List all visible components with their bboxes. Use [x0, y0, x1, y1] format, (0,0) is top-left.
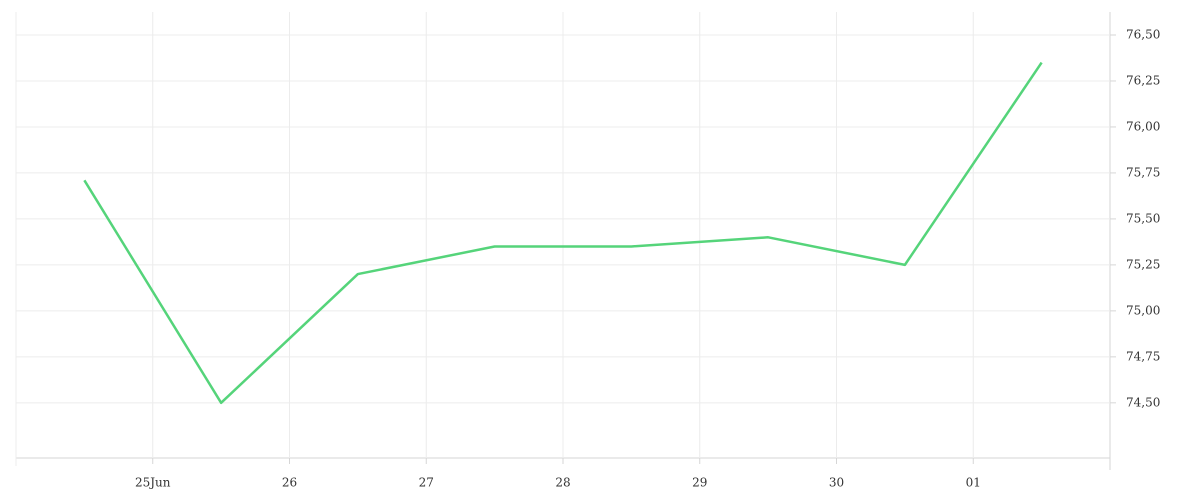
- y-tick-label: 75,50: [1126, 211, 1160, 225]
- line-series: [83, 61, 1043, 405]
- x-tick-label: 30: [829, 476, 844, 490]
- x-tick-label: 29: [692, 476, 707, 490]
- y-tick-label: 75,00: [1126, 303, 1160, 317]
- x-tick-label: 26: [282, 476, 297, 490]
- y-tick-label: 75,25: [1126, 257, 1160, 271]
- y-tick-label: 76,25: [1126, 73, 1160, 87]
- x-tick-label: 28: [555, 476, 570, 490]
- y-tick-label: 75,75: [1126, 165, 1160, 179]
- x-tick-label: 25Jun: [135, 476, 171, 490]
- x-tick-label: 27: [419, 476, 434, 490]
- y-tick-label: 74,50: [1126, 395, 1160, 409]
- x-tick-label: 01: [966, 476, 981, 490]
- y-tick-label: 76,00: [1126, 119, 1160, 133]
- y-tick-label: 76,50: [1126, 27, 1160, 41]
- y-tick-label: 74,75: [1126, 349, 1160, 363]
